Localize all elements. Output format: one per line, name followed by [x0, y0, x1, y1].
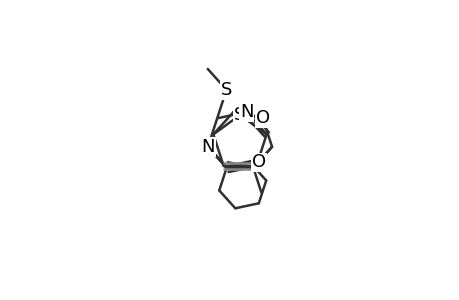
Text: O: O: [255, 109, 269, 127]
Text: O: O: [252, 154, 266, 172]
Text: N: N: [201, 138, 214, 156]
Text: S: S: [220, 81, 232, 99]
Text: S: S: [234, 106, 245, 124]
Text: N: N: [239, 103, 253, 121]
